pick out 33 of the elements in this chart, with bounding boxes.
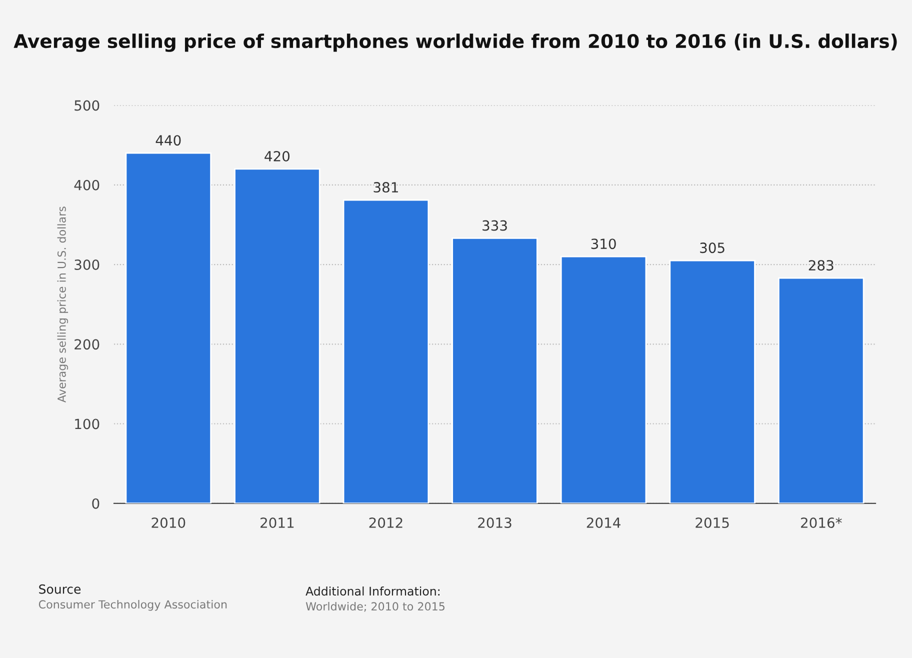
x-tick-label: 2016*: [801, 518, 842, 528]
data-label: 420: [264, 151, 290, 162]
bar: [778, 277, 864, 504]
bar: [560, 256, 647, 504]
data-label: 381: [374, 182, 398, 193]
data-label: 283: [808, 260, 834, 271]
text: Additional Information:: [306, 586, 440, 596]
y-tick-label: 0: [92, 498, 100, 509]
y-tick-label: 300: [74, 259, 100, 270]
x-tick-label: 2014: [586, 518, 620, 528]
bar: [342, 199, 430, 504]
bar: [234, 168, 320, 504]
y-axis-title: Average selling price in U.S. dollars: [57, 206, 68, 402]
x-tick-label: 2010: [152, 518, 186, 528]
bar: [125, 152, 212, 504]
bar: [669, 260, 756, 504]
x-tick-label: 2013: [478, 518, 512, 528]
y-tick-label: 200: [74, 339, 100, 350]
chart-title: Average selling price of smartphones worldwide from 2010 to 2016 (in U.S. dollars): [14, 34, 897, 52]
y-tick-label: 400: [74, 180, 100, 190]
data-label: 440: [156, 135, 181, 146]
data-label: 310: [591, 238, 616, 250]
x-tick-label: 2015: [696, 518, 729, 528]
text: Worldwide; 2010 to 2015: [306, 602, 444, 612]
bar: [452, 238, 538, 504]
x-tick-label: 2011: [260, 518, 294, 528]
y-tick-label: 100: [75, 418, 100, 430]
x-tick-label: 2012: [369, 518, 402, 528]
y-tick-label: 500: [74, 100, 100, 111]
text: Consumer Technology Association: [38, 600, 227, 611]
data-label: 305: [700, 242, 724, 254]
data-label: 333: [482, 220, 507, 231]
text: Source: [39, 584, 81, 594]
